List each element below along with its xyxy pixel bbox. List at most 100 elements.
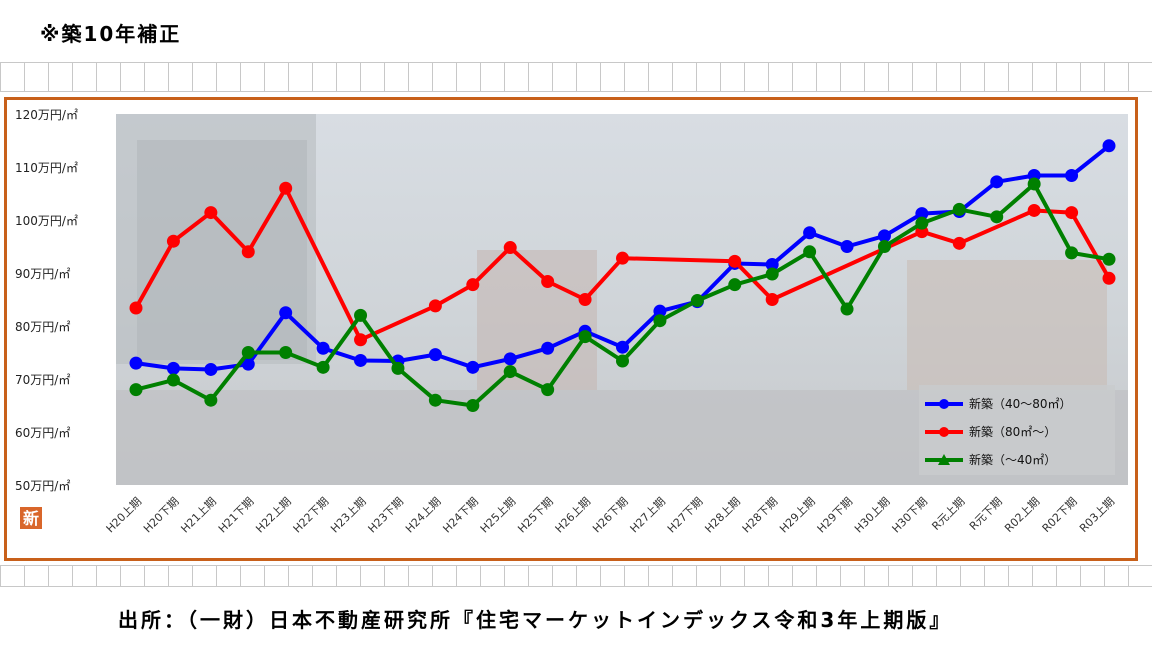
data-point bbox=[765, 293, 779, 306]
data-point bbox=[316, 360, 330, 374]
y-tick-label: 90万円/㎡ bbox=[15, 267, 70, 281]
data-point bbox=[803, 226, 817, 240]
x-tick-label: H27下期 bbox=[665, 495, 706, 536]
y-tick-label: 100万円/㎡ bbox=[15, 214, 78, 228]
y-tick-label: 80万円/㎡ bbox=[15, 320, 70, 334]
y-tick-label: 120万円/㎡ bbox=[15, 108, 78, 122]
x-tick-label: H22上期 bbox=[253, 495, 294, 536]
x-tick-label: H21上期 bbox=[178, 495, 219, 536]
data-point bbox=[728, 278, 742, 292]
x-tick-label: R元下期 bbox=[967, 495, 1005, 533]
x-tick-label: H25上期 bbox=[478, 495, 519, 536]
data-point bbox=[503, 352, 517, 366]
x-tick-label: R元上期 bbox=[929, 495, 967, 533]
data-point bbox=[391, 361, 405, 375]
data-point bbox=[765, 258, 779, 272]
data-point bbox=[578, 330, 592, 344]
y-tick-label: 60万円/㎡ bbox=[15, 426, 70, 440]
chart-frame: 120万円/㎡ 110万円/㎡ 100万円/㎡ 90万円/㎡ 80万円/㎡ 70万円/㎡ 6… bbox=[4, 97, 1138, 561]
x-tick-label: H25下期 bbox=[515, 495, 556, 536]
data-point bbox=[728, 254, 742, 268]
data-point bbox=[915, 207, 929, 221]
data-point bbox=[877, 229, 891, 243]
data-point bbox=[616, 354, 629, 368]
data-point bbox=[541, 341, 555, 355]
data-point bbox=[166, 373, 180, 387]
legend-label: 新築（40～80㎡） bbox=[969, 396, 1072, 411]
data-point bbox=[354, 308, 368, 322]
data-point bbox=[316, 341, 330, 355]
x-tick-label: H26下期 bbox=[590, 495, 631, 536]
data-point bbox=[241, 357, 255, 371]
bottom-grid-strip bbox=[0, 565, 1152, 587]
data-point bbox=[166, 234, 180, 248]
x-tick-label: H21下期 bbox=[216, 495, 257, 536]
data-point bbox=[765, 267, 779, 281]
data-point bbox=[166, 361, 180, 375]
data-point bbox=[503, 241, 517, 255]
data-point bbox=[204, 393, 218, 407]
data-point bbox=[466, 360, 480, 374]
data-point bbox=[990, 175, 1004, 189]
data-point bbox=[803, 245, 817, 259]
x-tick-label: H30下期 bbox=[890, 495, 931, 536]
data-point bbox=[241, 245, 255, 259]
new-badge-label: 新 bbox=[23, 509, 39, 528]
data-point bbox=[428, 348, 442, 362]
data-point bbox=[1065, 168, 1079, 182]
data-point bbox=[204, 206, 218, 220]
x-tick-label: H20下期 bbox=[141, 495, 182, 536]
x-tick-label: H22下期 bbox=[291, 495, 332, 536]
x-axis: H20上期H20下期H21上期H21下期H22上期H22下期H23上期H23下期… bbox=[104, 495, 1118, 536]
data-point bbox=[1102, 252, 1116, 266]
data-point bbox=[541, 383, 555, 397]
new-badge: 新 bbox=[20, 507, 42, 529]
data-point bbox=[129, 383, 143, 397]
data-point bbox=[1065, 246, 1079, 260]
data-point bbox=[428, 393, 442, 407]
data-point bbox=[840, 240, 854, 253]
data-point bbox=[279, 346, 293, 359]
data-point bbox=[466, 399, 480, 412]
data-point bbox=[1065, 206, 1079, 220]
data-point bbox=[840, 302, 854, 316]
data-point bbox=[428, 299, 442, 313]
data-point bbox=[241, 346, 255, 359]
data-point bbox=[1027, 177, 1041, 191]
x-tick-label: H28上期 bbox=[702, 495, 743, 536]
y-axis: 120万円/㎡ 110万円/㎡ 100万円/㎡ 90万円/㎡ 80万円/㎡ 70万円/㎡ 6… bbox=[15, 108, 78, 493]
data-point bbox=[990, 210, 1004, 224]
data-point bbox=[129, 301, 143, 315]
data-point bbox=[466, 278, 480, 292]
data-point bbox=[653, 314, 667, 328]
header-note: ※築10年補正 bbox=[40, 22, 182, 46]
data-point bbox=[354, 353, 368, 367]
x-tick-label: H27上期 bbox=[628, 495, 669, 536]
data-point bbox=[1102, 271, 1116, 285]
legend-label: 新築（80㎡～） bbox=[969, 424, 1056, 439]
data-point bbox=[877, 240, 891, 253]
y-tick-label: 50万円/㎡ bbox=[15, 479, 70, 493]
source-citation: 出所：（一財）日本不動産研究所『住宅マーケットインデックス令和3年上期版』 bbox=[118, 608, 953, 632]
x-tick-label: H26上期 bbox=[553, 495, 594, 536]
data-point bbox=[616, 251, 629, 265]
y-tick-label: 110万円/㎡ bbox=[15, 161, 78, 175]
x-tick-label: H28下期 bbox=[740, 495, 781, 536]
data-point bbox=[952, 202, 966, 216]
data-point bbox=[915, 216, 929, 230]
data-point bbox=[952, 236, 966, 250]
x-tick-label: H30上期 bbox=[852, 495, 893, 536]
legend-marker bbox=[939, 427, 949, 437]
data-point bbox=[354, 333, 368, 347]
data-point bbox=[690, 294, 704, 308]
x-tick-label: R02上期 bbox=[1002, 495, 1042, 535]
x-tick-label: H23下期 bbox=[366, 495, 407, 536]
data-point bbox=[1027, 203, 1041, 217]
data-point bbox=[653, 304, 667, 318]
data-point bbox=[1102, 139, 1116, 153]
legend-label: 新築（～40㎡） bbox=[969, 452, 1056, 467]
x-tick-label: H29上期 bbox=[777, 495, 818, 536]
top-grid-strip bbox=[0, 62, 1152, 92]
x-tick-label: H20上期 bbox=[104, 495, 145, 536]
legend-marker bbox=[939, 399, 949, 409]
